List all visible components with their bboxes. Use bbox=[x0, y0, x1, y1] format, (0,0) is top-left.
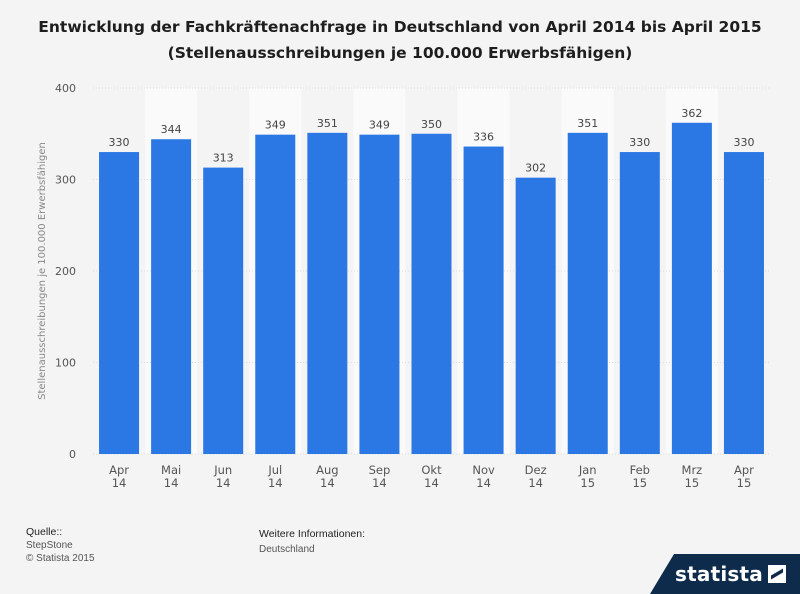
info-value: Deutschland bbox=[259, 544, 315, 555]
x-axis: Apr14Mai14Jun14Jul14Aug14Sep14Okt14Nov14… bbox=[109, 463, 754, 490]
x-tick-label: 15 bbox=[737, 476, 752, 490]
x-tick-label: 15 bbox=[685, 476, 700, 490]
data-label: 344 bbox=[161, 123, 182, 136]
bar[interactable] bbox=[255, 134, 296, 455]
data-label: 330 bbox=[109, 136, 130, 149]
x-tick-label: Dez bbox=[525, 463, 547, 477]
bar[interactable] bbox=[203, 167, 244, 455]
info-block: Weitere Informationen: Deutschland bbox=[259, 527, 365, 557]
x-tick-label: 14 bbox=[216, 476, 231, 490]
y-axis: 0 100 200 300 400 bbox=[55, 82, 76, 461]
y-tick-label: 300 bbox=[55, 174, 76, 187]
y-tick-label: 0 bbox=[69, 448, 76, 461]
source-label: Quelle:: bbox=[26, 526, 63, 538]
chart-title: Entwicklung der Fachkräftenachfrage in D… bbox=[38, 18, 762, 62]
statista-logo-icon bbox=[768, 565, 786, 583]
bar[interactable] bbox=[723, 152, 764, 455]
data-label: 351 bbox=[577, 117, 598, 130]
x-tick-label: Okt bbox=[421, 463, 442, 477]
data-label: 349 bbox=[265, 119, 286, 132]
x-tick-label: Jun bbox=[213, 463, 232, 477]
data-label: 330 bbox=[629, 136, 650, 149]
data-label: 349 bbox=[369, 119, 390, 132]
data-label: 336 bbox=[473, 131, 494, 144]
x-tick-label: Sep bbox=[369, 463, 391, 477]
y-axis-label: Stellenausschreibungen je 100.000 Erwerb… bbox=[37, 142, 48, 400]
y-tick-label: 100 bbox=[55, 357, 76, 370]
statista-logo[interactable]: statista bbox=[650, 554, 800, 594]
data-label: 302 bbox=[525, 162, 546, 175]
bar[interactable] bbox=[463, 146, 504, 454]
bar[interactable] bbox=[359, 134, 400, 455]
info-label: Weitere Informationen: bbox=[259, 528, 366, 540]
x-tick-label: Feb bbox=[630, 463, 650, 477]
brand-name: statista bbox=[675, 562, 763, 586]
x-tick-label: 15 bbox=[580, 476, 595, 490]
source-name: StepStone bbox=[26, 540, 73, 551]
x-tick-label: Mrz bbox=[682, 463, 703, 477]
data-labels: 330 344 313 349 351 349 350 336 302 351 330 362 330 bbox=[109, 107, 755, 175]
x-tick-label: 14 bbox=[268, 476, 283, 490]
x-tick-label: Mai bbox=[161, 463, 181, 477]
bar[interactable] bbox=[99, 152, 140, 455]
y-tick-label: 200 bbox=[55, 265, 76, 278]
bar[interactable] bbox=[411, 133, 452, 454]
x-tick-label: Apr bbox=[734, 463, 754, 477]
x-tick-label: 15 bbox=[632, 476, 647, 490]
x-tick-label: 14 bbox=[476, 476, 491, 490]
bar[interactable] bbox=[619, 152, 660, 455]
bar[interactable] bbox=[151, 139, 192, 455]
y-tick-label: 400 bbox=[55, 82, 76, 95]
data-label: 351 bbox=[317, 117, 338, 130]
x-tick-label: 14 bbox=[424, 476, 439, 490]
data-label: 350 bbox=[421, 118, 442, 131]
x-tick-label: 14 bbox=[372, 476, 387, 490]
x-tick-label: 14 bbox=[164, 476, 179, 490]
bar[interactable] bbox=[671, 122, 712, 455]
x-tick-label: 14 bbox=[528, 476, 543, 490]
source-block: Quelle:: StepStone © Statista 2015 bbox=[26, 526, 95, 565]
x-tick-label: 14 bbox=[112, 476, 127, 490]
data-label: 313 bbox=[213, 152, 234, 165]
copyright: © Statista 2015 bbox=[26, 553, 95, 564]
x-tick-label: Jul bbox=[267, 463, 282, 477]
bar[interactable] bbox=[307, 132, 348, 454]
x-tick-label: Nov bbox=[472, 463, 495, 477]
x-tick-label: Jan bbox=[578, 463, 597, 477]
bar[interactable] bbox=[515, 177, 556, 455]
x-tick-label: 14 bbox=[320, 476, 335, 490]
x-tick-label: Apr bbox=[109, 463, 129, 477]
bars bbox=[99, 122, 764, 455]
data-label: 362 bbox=[681, 107, 702, 120]
data-label: 330 bbox=[733, 136, 754, 149]
bar[interactable] bbox=[567, 132, 608, 454]
x-tick-label: Aug bbox=[316, 463, 338, 477]
